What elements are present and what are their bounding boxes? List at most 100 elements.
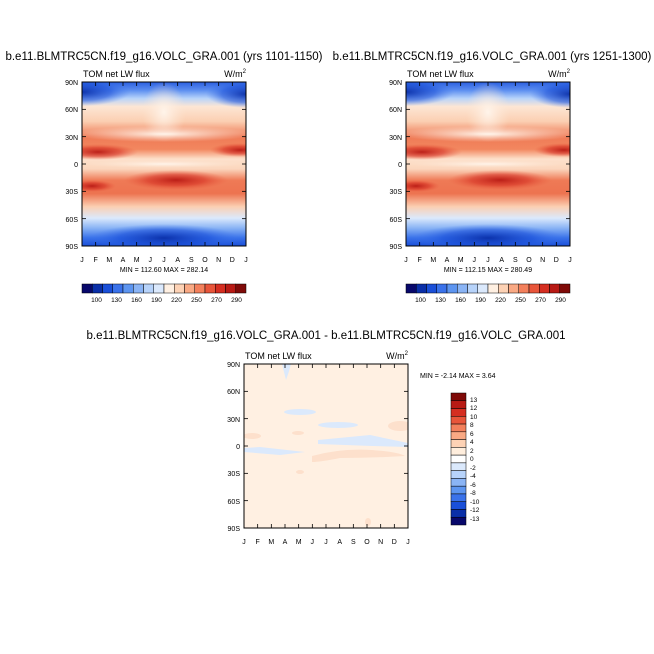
colorbar-swatch	[450, 431, 467, 440]
x-tick-label: F	[418, 257, 422, 264]
min-max-stats: MIN = 112.60 MAX = 282.14	[120, 267, 208, 274]
y-tick-label: 0	[74, 162, 78, 169]
colorbar-label: 100	[415, 297, 426, 304]
colorbar-label: 270	[211, 297, 222, 304]
y-tick-label: 30S	[66, 189, 79, 196]
colorbar-label: 12	[470, 405, 478, 412]
colorbar-swatch	[450, 501, 467, 510]
x-tick-label: A	[283, 539, 288, 546]
contour-field	[244, 364, 408, 528]
x-tick-label: O	[364, 539, 370, 546]
colorbar	[81, 283, 247, 294]
colorbar-swatch	[450, 454, 467, 464]
units-label: W/m2	[224, 69, 247, 79]
colorbar-label: 130	[111, 297, 122, 304]
y-tick-label: 90N	[227, 362, 240, 369]
x-tick-label: M	[106, 257, 112, 264]
x-tick-label: J	[162, 257, 166, 264]
x-tick-label: J	[311, 539, 315, 546]
x-tick-label: J	[486, 257, 490, 264]
colorbar-swatch	[153, 283, 165, 294]
y-tick-label: 90S	[66, 244, 79, 251]
colorbar-swatch	[498, 283, 509, 294]
colorbar-swatch	[528, 283, 540, 294]
x-tick-label: S	[351, 539, 356, 546]
y-tick-label: 30N	[227, 417, 240, 424]
y-tick-label: 60S	[66, 217, 79, 224]
colorbar-swatch	[143, 283, 154, 294]
colorbar-swatch	[194, 283, 206, 294]
x-axis-labels: J F M A M J J A S O N D J	[80, 257, 248, 264]
colorbar-swatch	[133, 283, 144, 294]
y-tick-label: 30N	[389, 135, 402, 142]
x-tick-label: J	[324, 539, 328, 546]
left-string: TOM net LW flux	[407, 69, 474, 79]
y-tick-label: 60N	[65, 107, 78, 114]
colorbar-label: 250	[515, 297, 526, 304]
y-tick-label: 30S	[228, 471, 241, 478]
colorbar-swatch	[450, 392, 467, 402]
x-tick-label: J	[244, 257, 248, 264]
colorbar-label: 10	[470, 414, 478, 421]
colorbar-swatch	[102, 283, 113, 294]
y-tick-label: 0	[398, 162, 402, 169]
colorbar-swatch	[450, 400, 467, 409]
x-tick-label: F	[94, 257, 98, 264]
left-string: TOM net LW flux	[245, 351, 312, 361]
x-tick-label: M	[134, 257, 140, 264]
colorbar-label: -8	[470, 490, 476, 497]
colorbar-label: 160	[131, 297, 142, 304]
min-max-stats: MIN = -2.14 MAX = 3.64	[420, 373, 496, 380]
x-tick-label: J	[568, 257, 572, 264]
x-tick-label: N	[378, 539, 383, 546]
colorbar-vertical	[450, 392, 467, 526]
x-tick-label: J	[242, 539, 246, 546]
colorbar-label: 0	[470, 456, 474, 463]
y-tick-label: 60S	[390, 217, 403, 224]
x-tick-label: J	[149, 257, 153, 264]
y-tick-label: 90S	[228, 526, 241, 533]
colorbar-swatch	[450, 509, 467, 518]
x-tick-label: J	[80, 257, 84, 264]
y-tick-label: 30S	[390, 189, 403, 196]
y-axis-labels: 90N 60N 30N 0 30S 60S 90S	[227, 362, 240, 533]
panel-difference: b.e11.BLMTRC5CN.f19_g16.VOLC_GRA.001 - b…	[87, 330, 566, 546]
x-tick-label: D	[392, 539, 397, 546]
colorbar-label: 220	[495, 297, 506, 304]
colorbar-swatch	[184, 283, 195, 294]
y-tick-label: 0	[236, 444, 240, 451]
x-tick-label: O	[526, 257, 532, 264]
x-tick-label: M	[458, 257, 464, 264]
y-tick-label: 60N	[227, 389, 240, 396]
colorbar-swatch	[450, 470, 467, 479]
colorbar-label: 190	[475, 297, 486, 304]
colorbar-labels: 13 12 10 8 6 4 2 0 -2 -4 -6 -8 -10 -12 -…	[470, 397, 480, 523]
colorbar-swatch	[92, 283, 103, 294]
contour-field	[82, 82, 246, 246]
colorbar-label: -12	[470, 507, 480, 514]
x-tick-label: M	[296, 539, 302, 546]
x-tick-label: A	[175, 257, 180, 264]
colorbar-swatch	[559, 283, 571, 294]
colorbar-labels: 100 130 160 190 220 250 270 290	[415, 297, 566, 304]
x-tick-label: S	[513, 257, 518, 264]
colorbar-swatch	[215, 283, 226, 294]
y-tick-label: 90N	[65, 80, 78, 87]
colorbar-label: -6	[470, 482, 476, 489]
colorbar-swatch	[450, 485, 467, 495]
panel-years-1101-1150: b.e11.BLMTRC5CN.f19_g16.VOLC_GRA.001 (yr…	[5, 51, 322, 304]
colorbar-labels: 100 130 160 190 220 250 270 290	[91, 297, 242, 304]
x-tick-label: J	[406, 539, 410, 546]
colorbar-swatch	[405, 283, 417, 294]
x-tick-label: A	[337, 539, 342, 546]
colorbar-label: 2	[470, 448, 474, 455]
colorbar-swatch	[487, 283, 499, 294]
units-label: W/m2	[386, 351, 409, 361]
x-tick-label: M	[430, 257, 436, 264]
colorbar-label: 4	[470, 439, 474, 446]
x-tick-label: M	[268, 539, 274, 546]
colorbar-swatch	[450, 447, 467, 456]
tick-marks	[405, 81, 571, 247]
x-tick-label: D	[554, 257, 559, 264]
colorbar-swatch	[416, 283, 427, 294]
